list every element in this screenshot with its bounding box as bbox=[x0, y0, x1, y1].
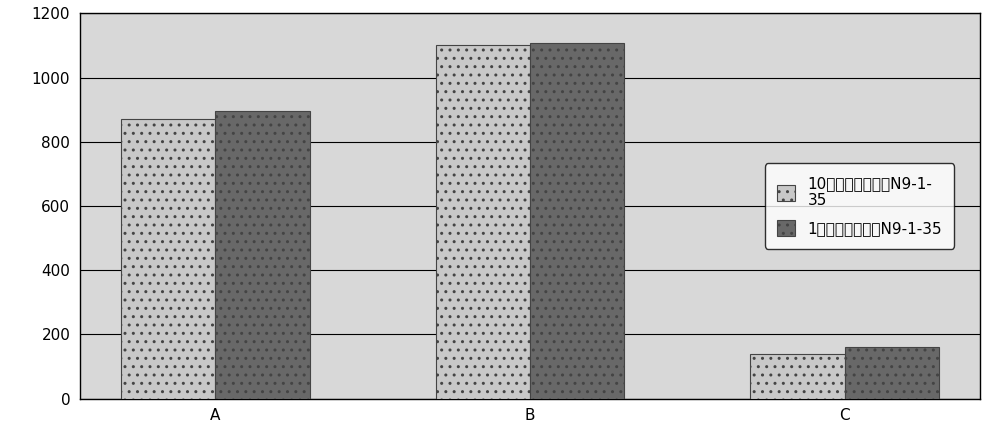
Bar bbox=[121, 119, 215, 399]
Bar bbox=[436, 46, 530, 399]
Bar bbox=[845, 347, 939, 399]
Legend: 10代枯草芽孢杆菌N9-1-
35, 1代枯草芽孢杆菌N9-1-35: 10代枯草芽孢杆菌N9-1- 35, 1代枯草芽孢杆菌N9-1-35 bbox=[765, 163, 954, 249]
Bar bbox=[750, 354, 845, 399]
Bar bbox=[215, 111, 310, 399]
Bar bbox=[530, 43, 624, 399]
